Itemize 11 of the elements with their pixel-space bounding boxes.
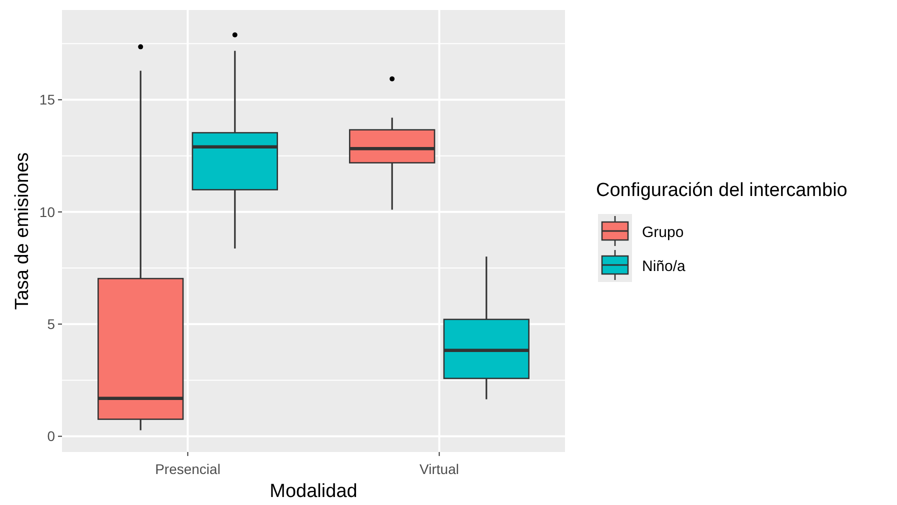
legend-label: Niño/a — [642, 258, 686, 275]
x-tick-label: Virtual — [420, 461, 459, 477]
y-tick-label: 0 — [47, 428, 56, 444]
legend-title: Configuración del intercambio — [596, 180, 848, 201]
x-tick-label: Presencial — [155, 461, 220, 477]
y-axis-title: Tasa de emisiones — [12, 152, 33, 310]
y-tick-label: 15 — [39, 92, 56, 108]
legend-label: Grupo — [642, 224, 684, 241]
x-axis-title: Modalidad — [270, 481, 358, 502]
y-tick-label: 5 — [47, 316, 56, 332]
y-tick-label: 10 — [39, 204, 56, 220]
